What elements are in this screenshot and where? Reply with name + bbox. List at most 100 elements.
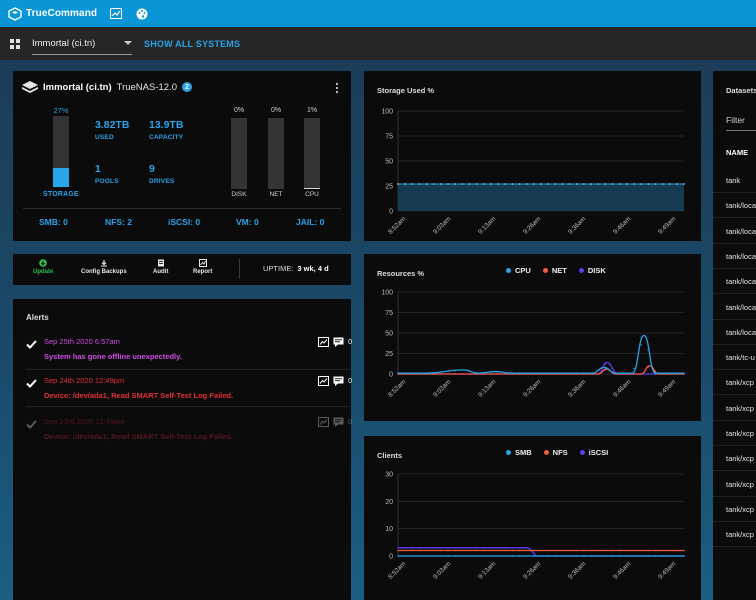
dataset-row[interactable]: tank/xcp (726, 504, 754, 514)
divider (713, 192, 756, 193)
legend-smb[interactable]: SMB (506, 448, 532, 457)
data-point (561, 549, 564, 552)
dataset-row[interactable]: tank/loca (726, 302, 756, 312)
data-point (575, 372, 578, 374)
show-all-systems-link[interactable]: SHOW ALL SYSTEMS (144, 38, 241, 49)
chart-title: Clients (377, 451, 403, 460)
notification-badge[interactable]: 2 (182, 82, 192, 92)
data-point (425, 183, 428, 185)
data-point (611, 183, 614, 185)
legend-disk[interactable]: DISK (578, 266, 606, 275)
dataset-row[interactable]: tank/loca (726, 226, 756, 236)
chart-icon[interactable] (318, 417, 330, 427)
dataset-row[interactable]: tank/loca (726, 251, 756, 261)
data-point (568, 549, 571, 552)
comment-icon[interactable] (333, 337, 344, 347)
name-column-header[interactable]: NAME (726, 148, 749, 157)
comment-icon[interactable] (333, 376, 344, 386)
data-point (432, 555, 435, 557)
dashboard-grid-icon[interactable] (10, 38, 20, 49)
data-point (525, 547, 528, 549)
update-button[interactable]: Update (33, 259, 53, 275)
datasets-filter-input[interactable]: Filter (726, 111, 756, 131)
dataset-row[interactable]: tank/loca (726, 327, 756, 337)
alert-tools: 0 (318, 376, 352, 386)
data-point (604, 183, 607, 185)
pools-label: POOLS (95, 178, 119, 185)
data-point (490, 183, 492, 185)
audit-button[interactable]: Audit (153, 259, 168, 275)
dataset-row[interactable]: tank/xcp (726, 479, 754, 489)
alert-item[interactable]: Sep 23rd 2020 12:49pm Device: /dev/ada1,… (26, 417, 352, 447)
dataset-row[interactable]: tank/xcp (726, 530, 754, 540)
storage-bar-fill (53, 167, 69, 187)
alert-item[interactable]: Sep 25th 2020 6:57am System has gone off… (26, 337, 352, 367)
data-point (525, 183, 528, 185)
comment-count: 0 (348, 338, 352, 346)
data-point (461, 369, 464, 371)
data-point (447, 547, 449, 549)
config-backups-label: Config Backups (81, 269, 127, 275)
data-point (440, 549, 442, 552)
divider (713, 546, 756, 548)
data-point (461, 183, 464, 185)
data-point (454, 555, 456, 557)
data-point (411, 547, 414, 549)
net-percent: 0% (270, 107, 282, 114)
storage-used-chart: 0 25 50 75 100 8:52am 9:03am 9:13am 9:26am 9:36am… (381, 109, 685, 236)
dataset-row[interactable]: tank/loca (726, 201, 756, 211)
capacity-label: CAPACITY (149, 134, 184, 141)
dataset-row[interactable]: tank/tc-u (726, 353, 755, 363)
truecommand-logo[interactable]: TrueCommand (8, 6, 97, 21)
data-point (683, 183, 685, 185)
data-point (525, 549, 528, 552)
config-backups-button[interactable]: Config Backups (81, 259, 127, 275)
y-tick-label: 0 (389, 209, 393, 216)
data-point (604, 549, 607, 552)
palette-icon[interactable] (135, 7, 149, 21)
data-point (475, 555, 478, 557)
legend-net[interactable]: NET (542, 266, 567, 275)
share-vm: VM: 0 (236, 217, 259, 227)
chart-icon[interactable] (318, 337, 330, 347)
more-options-icon[interactable] (336, 83, 339, 93)
dataset-row[interactable]: tank/xcp (726, 454, 754, 464)
disk-label: DISK (231, 191, 247, 198)
data-point (511, 183, 514, 185)
report-button[interactable]: Report (193, 259, 212, 275)
data-point (418, 183, 421, 185)
chart-icon[interactable] (318, 376, 330, 386)
data-point (454, 549, 456, 552)
data-point (561, 183, 564, 185)
data-point (454, 373, 456, 375)
dataset-row[interactable]: tank (726, 176, 741, 185)
legend-nfs[interactable]: NFS (543, 448, 568, 457)
data-point (661, 555, 664, 557)
data-point (504, 547, 507, 549)
checkmark-icon (26, 340, 37, 349)
system-card: Immortal (ci.tn) TrueNAS-12.0 2 27% STOR… (13, 71, 351, 241)
legend-iscsi[interactable]: iSCSI (579, 448, 608, 457)
legend-cpu[interactable]: CPU (506, 266, 531, 275)
x-tick-label: 8:52am (387, 560, 407, 580)
data-point (633, 183, 635, 185)
dataset-row[interactable]: tank/xcp (726, 403, 754, 413)
share-iscsi: iSCSI: 0 (168, 217, 201, 227)
alert-item[interactable]: Sep 24th 2020 12:49pm Device: /dev/ada1,… (26, 376, 352, 406)
dataset-row[interactable]: tank/loca (726, 277, 756, 287)
dataset-row[interactable]: tank/xcp (726, 378, 754, 388)
data-point (418, 547, 421, 549)
data-point (440, 555, 442, 557)
divider (713, 267, 756, 269)
system-select[interactable]: Immortal (ci.tn) (32, 33, 132, 55)
data-point (404, 549, 406, 552)
legend-disk-label: DISK (587, 266, 606, 275)
comment-icon[interactable] (333, 417, 344, 427)
data-point (626, 372, 628, 374)
data-point (654, 549, 657, 552)
data-point (404, 555, 406, 557)
reports-icon[interactable] (109, 7, 123, 21)
dataset-row[interactable]: tank/xcp (726, 429, 754, 438)
net-dot-icon (542, 268, 548, 273)
data-point (432, 183, 435, 185)
